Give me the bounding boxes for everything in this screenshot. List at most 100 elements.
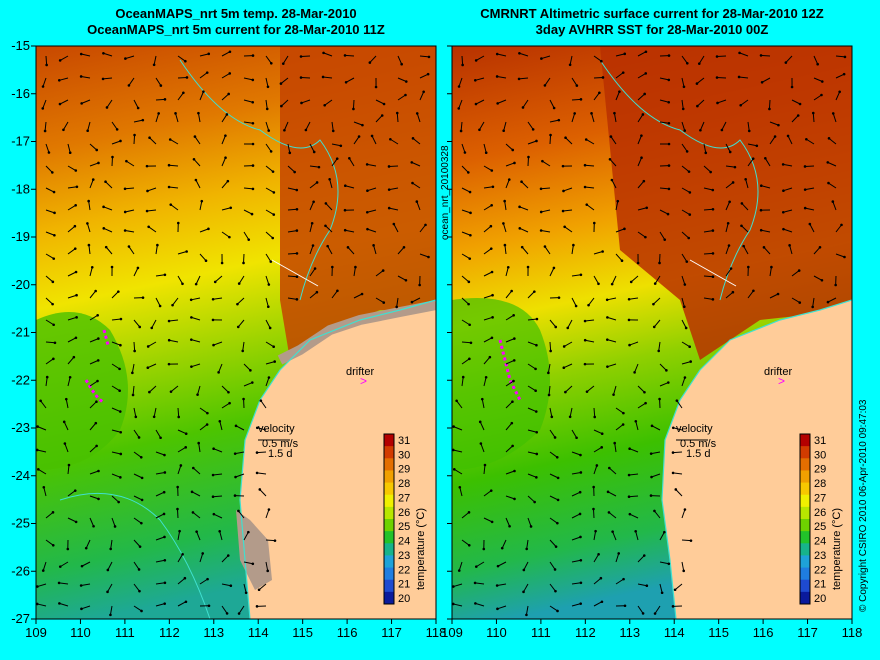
current-vector-head — [597, 282, 600, 286]
current-vector — [654, 510, 661, 519]
current-vector — [235, 451, 245, 455]
current-vector-head — [759, 208, 763, 212]
current-vector-head — [90, 265, 94, 269]
current-vector-head — [742, 244, 745, 248]
current-vector — [696, 77, 705, 84]
current-vector-head — [608, 158, 612, 161]
current-vector — [523, 583, 529, 593]
current-vector-head — [185, 250, 188, 253]
colorbar-tick-label: 22 — [398, 564, 410, 576]
current-vector-head — [561, 209, 565, 213]
current-vector-head — [667, 100, 671, 104]
current-vector-head — [506, 265, 510, 269]
current-vector — [133, 319, 141, 328]
current-vector — [111, 363, 120, 370]
current-vector — [593, 577, 602, 585]
current-vector — [769, 293, 779, 299]
current-vector-head — [468, 190, 472, 194]
current-vector — [527, 121, 534, 130]
current-vector — [155, 274, 165, 277]
current-vector — [630, 275, 639, 283]
current-vector — [783, 228, 793, 233]
colorbar-tick-label: 20 — [814, 593, 826, 605]
current-vector-head — [704, 151, 708, 155]
current-vector — [615, 72, 624, 79]
current-vector — [221, 385, 229, 393]
current-vector-head — [784, 61, 788, 64]
current-vector — [197, 113, 201, 123]
current-vector-head — [236, 325, 240, 329]
current-vector — [283, 121, 289, 131]
current-vector-head — [75, 293, 78, 297]
current-vector-head — [51, 511, 55, 514]
current-vector-head — [181, 282, 184, 286]
current-vector — [461, 297, 469, 305]
current-vector — [309, 291, 318, 299]
current-vector-head — [317, 165, 321, 169]
left-map — [36, 46, 436, 619]
current-vector — [331, 143, 341, 147]
current-vector — [155, 245, 158, 255]
current-vector-head — [641, 113, 645, 116]
right-drifter-label: drifter — [764, 366, 792, 378]
current-vector — [265, 297, 269, 307]
current-vector — [549, 495, 559, 501]
current-vector — [260, 400, 267, 409]
current-vector-head — [225, 113, 229, 116]
current-vector — [681, 341, 690, 348]
current-vector-head — [583, 163, 587, 167]
current-vector — [396, 297, 399, 307]
current-vector-head — [607, 466, 611, 470]
current-vector-head — [495, 584, 499, 587]
current-vector-head — [610, 178, 614, 182]
current-vector — [549, 605, 558, 612]
current-vector-head — [490, 169, 494, 172]
current-vector-head — [204, 259, 208, 263]
current-vector-head — [579, 535, 582, 539]
current-vector-head — [45, 63, 48, 67]
current-vector — [703, 297, 713, 300]
current-vector — [703, 252, 714, 255]
current-vector — [192, 467, 201, 475]
current-vector — [193, 158, 201, 167]
current-vector — [287, 208, 298, 211]
current-vector-head — [568, 415, 572, 419]
current-vector-head — [683, 305, 686, 309]
current-vector-head — [747, 129, 751, 133]
current-vector — [586, 204, 595, 211]
current-vector-head — [606, 490, 610, 494]
current-vector-head — [579, 471, 583, 474]
current-vector-head — [295, 275, 299, 278]
current-vector — [89, 359, 99, 365]
colorbar-tick-label: 25 — [398, 521, 410, 533]
current-vector-head — [683, 376, 687, 379]
current-vector-head — [627, 495, 631, 499]
current-vector — [170, 204, 179, 211]
current-vector — [243, 77, 253, 81]
current-vector — [637, 207, 647, 211]
current-vector-head — [335, 157, 339, 160]
copyright-label: © Copyright CSIRO 2010 06-Apr-2010 09:47… — [858, 399, 869, 612]
current-vector — [265, 539, 276, 542]
current-vector-head — [583, 362, 587, 366]
current-vector — [412, 182, 421, 189]
current-vector — [287, 297, 297, 300]
current-vector-head — [74, 169, 78, 172]
current-vector-head — [549, 133, 552, 137]
current-vector — [615, 91, 620, 101]
current-vector-head — [685, 61, 689, 65]
current-vector — [221, 135, 226, 145]
current-vector-head — [617, 552, 621, 555]
current-vector-head — [811, 305, 814, 309]
current-vector-head — [562, 366, 566, 369]
current-vector-head — [535, 317, 539, 321]
current-vector — [739, 76, 749, 79]
current-vector-head — [601, 250, 604, 253]
current-vector — [177, 601, 187, 607]
current-vector-head — [233, 494, 237, 497]
current-vector-head — [634, 419, 638, 423]
current-vector — [698, 55, 705, 64]
current-vector-head — [535, 139, 538, 143]
current-vector — [199, 424, 208, 431]
current-vector — [199, 72, 208, 79]
